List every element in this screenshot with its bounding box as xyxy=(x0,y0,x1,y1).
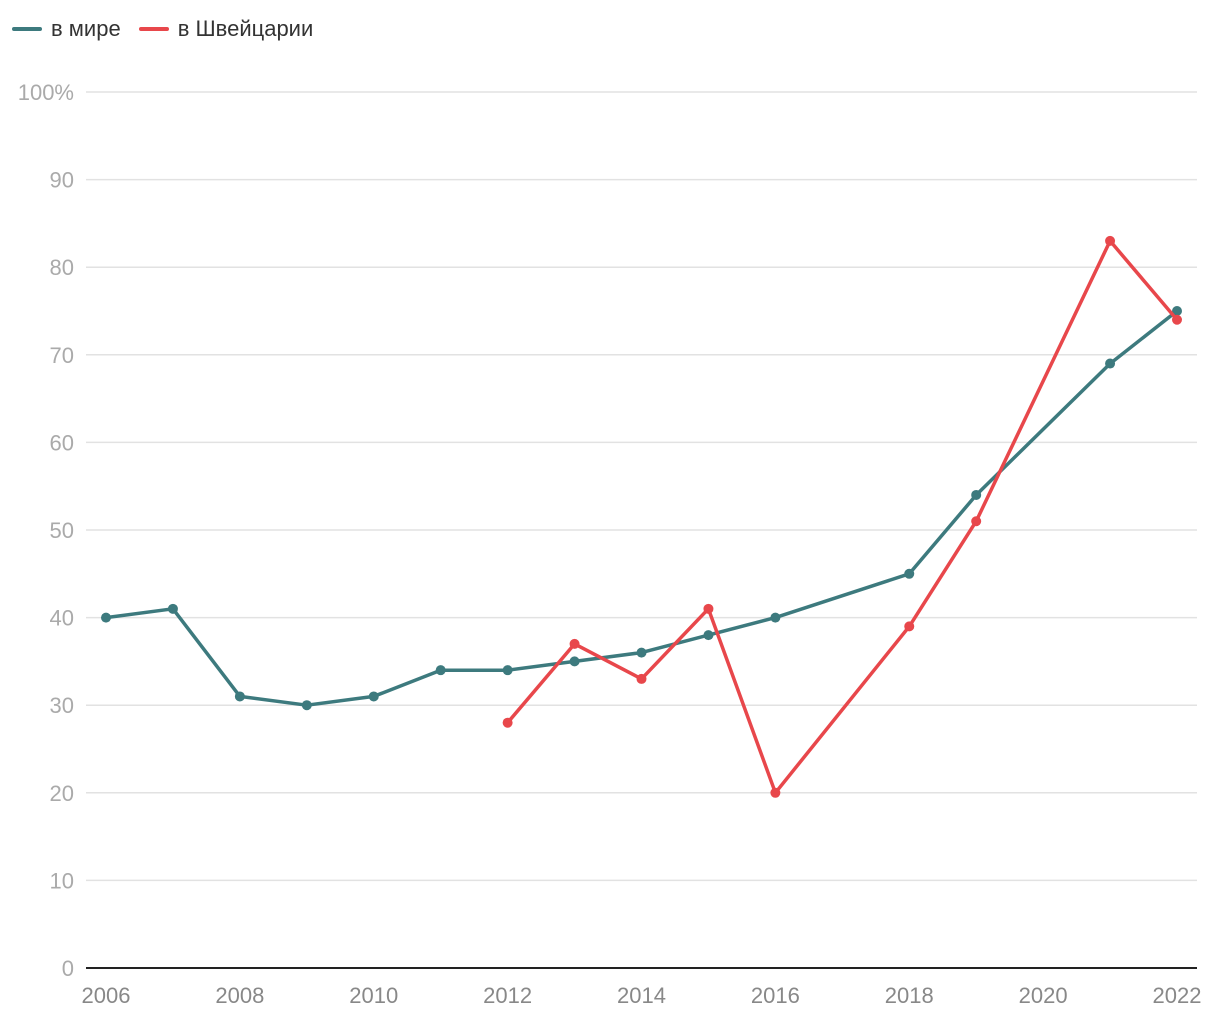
y-tick-label-0: 0 xyxy=(62,956,74,981)
x-tick-label-1: 2008 xyxy=(215,983,264,1008)
y-tick-label-6: 60 xyxy=(50,430,74,455)
data-point-1-5 xyxy=(904,621,915,632)
x-tick-label-6: 2018 xyxy=(885,983,934,1008)
series-1 xyxy=(502,235,1182,798)
data-point-1-4 xyxy=(770,787,781,798)
series-line-1 xyxy=(505,239,1179,795)
x-axis-ticks: 2006 2008 2010 2012 2014 2016 2018 2020 2022 xyxy=(82,983,1202,1008)
chart-legend: в мире в Швейцарии xyxy=(12,16,313,42)
data-point-0-1 xyxy=(167,603,178,614)
legend-label-switzerland: в Швейцарии xyxy=(177,16,314,41)
data-point-0-2 xyxy=(234,691,245,702)
data-point-0-6 xyxy=(502,665,513,676)
grid-lines xyxy=(86,91,1197,882)
data-point-0-8 xyxy=(636,647,647,658)
data-point-1-1 xyxy=(569,638,580,649)
data-point-0-7 xyxy=(569,656,580,667)
legend-swatch-switzerland xyxy=(138,27,169,31)
legend-item-world: в мире xyxy=(12,16,121,42)
data-point-0-12 xyxy=(971,489,982,500)
data-point-0-5 xyxy=(435,665,446,676)
data-point-1-2 xyxy=(636,673,647,684)
y-tick-label-10: 100% xyxy=(18,80,74,105)
data-point-0-4 xyxy=(368,691,379,702)
data-point-0-13 xyxy=(1105,358,1116,369)
y-tick-label-1: 10 xyxy=(50,868,74,893)
x-tick-label-3: 2012 xyxy=(483,983,532,1008)
series-0 xyxy=(101,306,1182,711)
x-tick-label-5: 2016 xyxy=(751,983,800,1008)
data-point-1-7 xyxy=(1105,235,1116,246)
data-point-0-10 xyxy=(770,612,781,623)
y-tick-label-9: 90 xyxy=(50,168,74,193)
y-tick-label-4: 40 xyxy=(50,606,74,631)
y-tick-label-2: 20 xyxy=(50,781,74,806)
series-lines xyxy=(101,235,1182,798)
y-tick-label-3: 30 xyxy=(50,693,74,718)
data-point-1-8 xyxy=(1172,314,1182,325)
x-tick-label-4: 2014 xyxy=(617,983,666,1008)
legend-label-world: в мире xyxy=(51,16,121,41)
x-tick-label-2: 2010 xyxy=(349,983,398,1008)
data-point-1-6 xyxy=(971,516,982,527)
y-axis-ticks: 0 10 20 30 40 50 60 70 80 90 100% xyxy=(18,80,74,981)
data-point-0-9 xyxy=(703,630,714,641)
y-tick-label-8: 80 xyxy=(50,255,74,280)
x-tick-label-0: 2006 xyxy=(82,983,131,1008)
legend-swatch-world xyxy=(12,27,42,31)
data-point-1-0 xyxy=(502,717,513,728)
y-tick-label-5: 50 xyxy=(50,518,74,543)
series-line-0 xyxy=(104,309,1179,707)
data-point-0-3 xyxy=(301,700,312,711)
data-point-0-0 xyxy=(101,612,111,623)
legend-item-switzerland: в Швейцарии xyxy=(138,16,314,42)
data-point-0-14 xyxy=(1172,306,1182,316)
x-tick-label-7: 2020 xyxy=(1019,983,1068,1008)
x-tick-label-8: 2022 xyxy=(1153,983,1202,1008)
y-tick-label-7: 70 xyxy=(50,343,74,368)
data-point-0-11 xyxy=(904,568,915,579)
data-point-1-3 xyxy=(703,603,714,614)
